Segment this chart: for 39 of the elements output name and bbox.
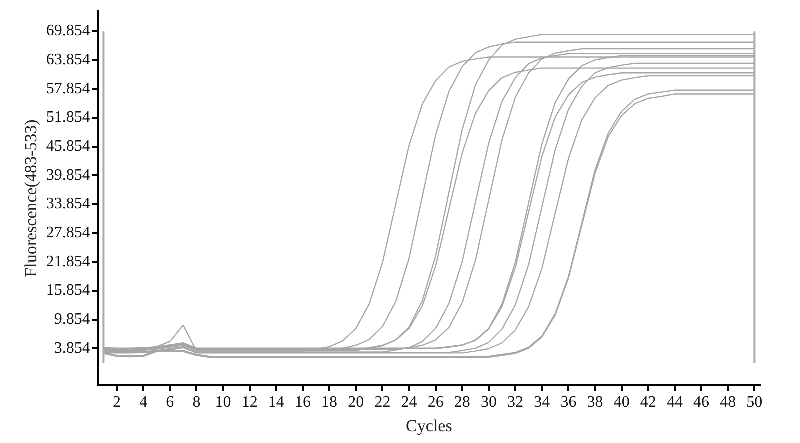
- y-tick-label: 63.854: [46, 52, 90, 69]
- y-tick-label: 45.854: [46, 138, 90, 156]
- x-tick-label: 48: [720, 394, 736, 412]
- x-tick-label: 26: [428, 394, 444, 412]
- x-tick-label: 46: [694, 394, 710, 412]
- y-tick-label: 69.854: [46, 22, 90, 40]
- x-tick-label: 10: [215, 394, 232, 412]
- x-tick-label: 14: [268, 394, 284, 412]
- x-tick-label: 22: [374, 394, 391, 412]
- y-tick-label: 51.854: [46, 109, 90, 126]
- y-axis-title: Fluorescence(483-533): [22, 120, 41, 278]
- x-tick-label: 32: [508, 394, 524, 412]
- x-tick-label: 18: [322, 394, 338, 412]
- x-tick-label: 4: [140, 394, 148, 412]
- x-tick-label: 42: [640, 394, 656, 412]
- x-tick-label: 8: [192, 394, 201, 412]
- x-tick-label: 50: [746, 394, 763, 412]
- x-tick-label: 44: [666, 394, 683, 412]
- y-tick-label: 3.854: [54, 340, 90, 357]
- y-tick-label: 9.854: [54, 311, 90, 328]
- y-tick-label: 21.854: [46, 253, 90, 270]
- x-tick-label: 36: [560, 394, 577, 412]
- x-tick-label: 2: [113, 394, 121, 412]
- x-tick-label: 6: [166, 394, 174, 412]
- x-tick-label: 24: [401, 394, 418, 412]
- x-tick-label: 12: [242, 394, 258, 412]
- x-axis-title: Cycles: [406, 416, 452, 436]
- x-tick-label: 34: [534, 394, 550, 412]
- x-tick-label: 40: [614, 394, 630, 412]
- x-tick-label: 28: [454, 394, 470, 412]
- y-tick-label: 27.854: [46, 224, 90, 242]
- y-tick-label: 39.854: [46, 166, 90, 184]
- x-tick-label: 16: [294, 394, 311, 412]
- x-tick-label: 38: [587, 394, 604, 412]
- y-tick-label: 15.854: [46, 282, 90, 300]
- x-tick-label: 20: [348, 394, 364, 412]
- x-tick-label: 30: [480, 394, 497, 412]
- y-tick-label: 57.854: [46, 80, 90, 98]
- y-tick-label: 33.854: [46, 196, 90, 213]
